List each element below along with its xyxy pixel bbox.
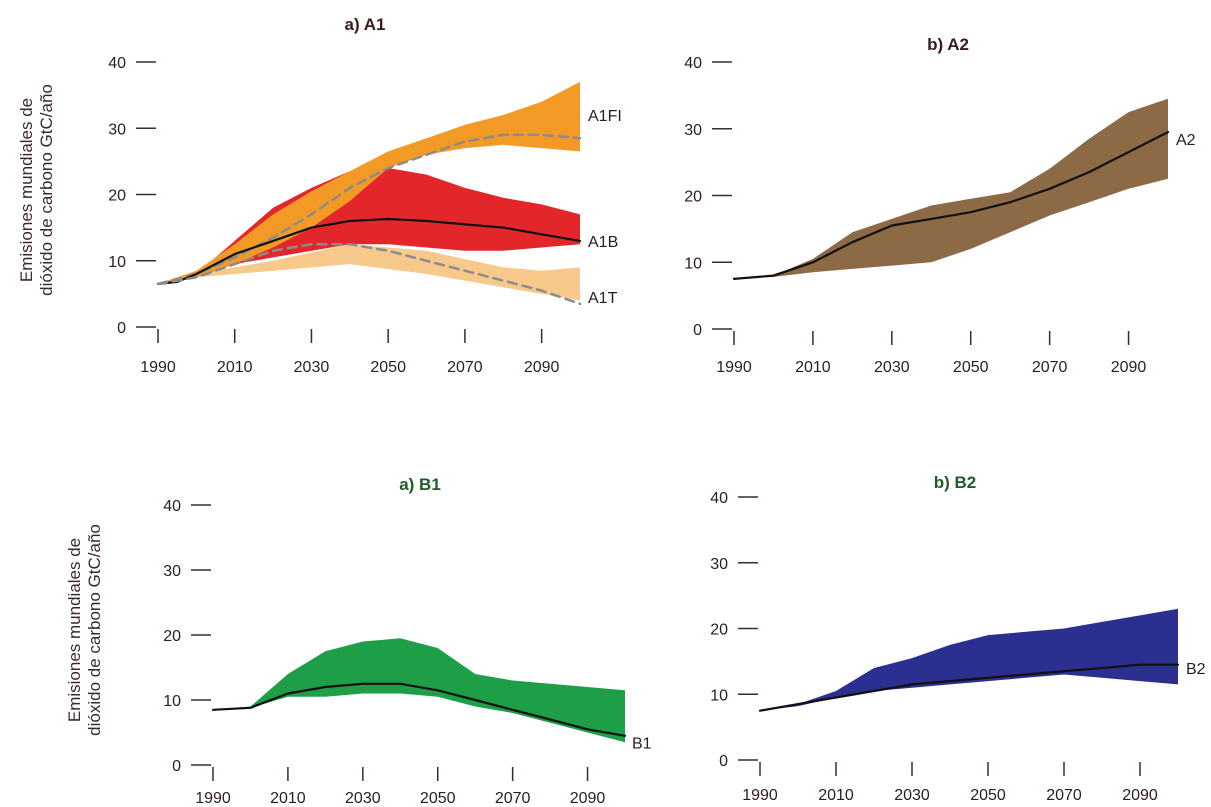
y-tick-label: 20	[710, 622, 728, 639]
band-a2	[734, 98, 1168, 279]
series-label-a1t: A1T	[588, 290, 618, 307]
y-tick-label: 10	[163, 693, 181, 710]
x-tick-label: 2070	[495, 790, 531, 807]
y-tick-label: 30	[684, 122, 702, 139]
chart-title: b) B2	[934, 473, 977, 492]
y-tick-label: 30	[163, 563, 181, 580]
chart-title: b) A2	[927, 35, 969, 54]
series-label-a1fi: A1FI	[588, 108, 622, 125]
line-a1t-dashed	[156, 242, 582, 306]
x-tick-label: 2090	[524, 359, 560, 376]
x-tick-label: 2090	[1122, 787, 1158, 804]
line-b1	[211, 682, 627, 737]
x-tick-label: 2050	[970, 787, 1006, 804]
x-tick-label: 2010	[270, 790, 306, 807]
x-tick-label: 2070	[447, 359, 483, 376]
chart-panel-1: a) A1 Emisiones mundiales dedióxido de ca…	[17, 15, 622, 376]
x-tick-label: 2030	[294, 359, 330, 376]
y-tick-label: 0	[117, 320, 126, 337]
band-b2	[760, 608, 1178, 711]
series-label-b1: B1	[632, 735, 652, 752]
y-axis-label-line: Emisiones mundiales de	[17, 98, 36, 282]
y-tick-label: 10	[684, 255, 702, 272]
band-a1t	[158, 244, 580, 301]
x-tick-label: 2030	[894, 787, 930, 804]
y-tick-label: 20	[108, 188, 126, 205]
series-label-b2: B2	[1186, 661, 1206, 678]
y-tick-label: 20	[163, 628, 181, 645]
line-b2	[758, 663, 1180, 712]
x-tick-label: 2090	[1111, 359, 1147, 376]
y-tick-label: 40	[710, 490, 728, 507]
x-tick-label: 1990	[140, 359, 176, 376]
chart-panel-3: a) B1 Emisiones mundiales dedióxido de ca…	[65, 475, 652, 807]
x-tick-label: 1990	[195, 790, 231, 807]
y-tick-label: 10	[710, 687, 728, 704]
x-tick-label: 2010	[217, 359, 253, 376]
x-tick-label: 1990	[716, 359, 752, 376]
y-tick-label: 0	[172, 758, 181, 775]
chart-title: a) A1	[345, 15, 386, 34]
x-tick-label: 2090	[570, 790, 606, 807]
x-tick-label: 2010	[818, 787, 854, 804]
series-label-a1b: A1B	[588, 234, 618, 251]
x-tick-label: 2050	[420, 790, 456, 807]
y-tick-label: 30	[108, 121, 126, 138]
x-tick-label: 2050	[953, 359, 989, 376]
x-tick-label: 2070	[1046, 787, 1082, 804]
y-axis-label: Emisiones mundiales dedióxido de carbono…	[17, 84, 56, 296]
y-axis-label: Emisiones mundiales dedióxido de carbono…	[65, 524, 104, 736]
x-tick-label: 2070	[1032, 359, 1068, 376]
x-tick-label: 2030	[874, 359, 910, 376]
y-tick-label: 40	[108, 55, 126, 72]
x-tick-label: 2010	[795, 359, 831, 376]
y-tick-label: 0	[693, 322, 702, 339]
band-b1	[213, 638, 625, 743]
y-axis-label-line: Emisiones mundiales de	[65, 538, 84, 722]
y-axis-label-line: dióxido de carbono GtC/año	[85, 524, 104, 736]
y-tick-label: 40	[163, 498, 181, 515]
line-a1b	[156, 217, 582, 285]
y-tick-label: 0	[719, 753, 728, 770]
chart-title: a) B1	[399, 475, 441, 494]
y-tick-label: 10	[108, 254, 126, 271]
x-tick-label: 2050	[370, 359, 406, 376]
band-a1fi	[158, 81, 580, 284]
y-axis-label-line: dióxido de carbono GtC/año	[37, 84, 56, 296]
x-tick-label: 1990	[742, 787, 778, 804]
line-a1fi-dashed	[156, 133, 582, 286]
y-tick-label: 40	[684, 55, 702, 72]
line-a2	[732, 131, 1170, 280]
y-tick-label: 20	[684, 189, 702, 206]
series-label-a2: A2	[1176, 132, 1196, 149]
y-tick-label: 30	[710, 556, 728, 573]
x-tick-label: 2030	[345, 790, 381, 807]
